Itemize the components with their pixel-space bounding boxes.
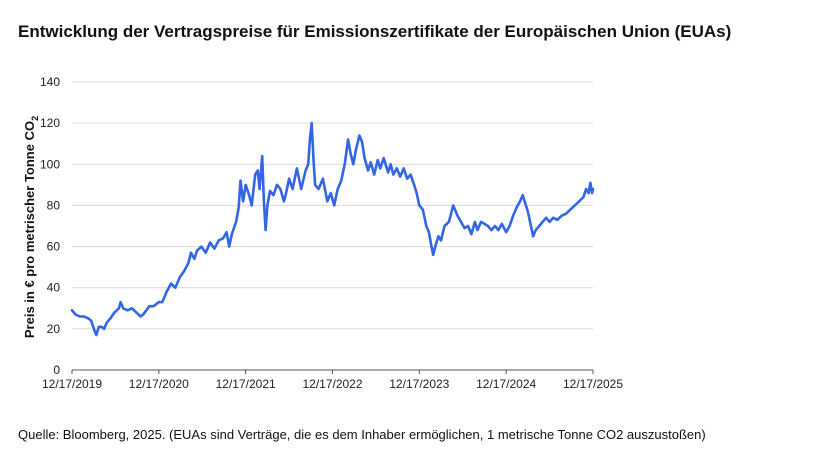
y-tick-label: 80 — [47, 198, 61, 212]
x-tick-label: 12/17/2022 — [302, 377, 362, 391]
x-axis-ticks: 12/17/2019 12/17/2020 12/17/2021 12/17/2022… — [42, 370, 623, 391]
y-tick-label: 100 — [40, 157, 60, 171]
x-tick-label: 12/17/2019 — [42, 377, 102, 391]
gridlines — [72, 81, 593, 330]
x-tick-label: 12/17/2020 — [129, 377, 189, 391]
y-tick-label: 60 — [47, 240, 61, 254]
chart-title: Entwicklung der Vertragspreise für Emiss… — [18, 22, 732, 41]
x-tick-label: 12/17/2021 — [216, 377, 276, 391]
x-tick-label: 12/17/2025 — [563, 377, 623, 391]
x-tick-label: 12/17/2024 — [476, 377, 536, 391]
y-tick-label: 20 — [47, 322, 61, 336]
y-axis-ticks: 0 20 40 60 80 100 120 140 — [40, 75, 60, 377]
series-line — [70, 121, 595, 337]
x-tick-label: 12/17/2023 — [389, 377, 449, 391]
y-tick-label: 140 — [40, 75, 60, 89]
source-note: Quelle: Bloomberg, 2025. (EUAs sind Vert… — [18, 427, 706, 442]
series-group — [70, 121, 595, 337]
y-tick-label: 120 — [40, 116, 60, 130]
y-tick-label: 0 — [53, 363, 60, 377]
y-tick-label: 40 — [47, 281, 61, 295]
